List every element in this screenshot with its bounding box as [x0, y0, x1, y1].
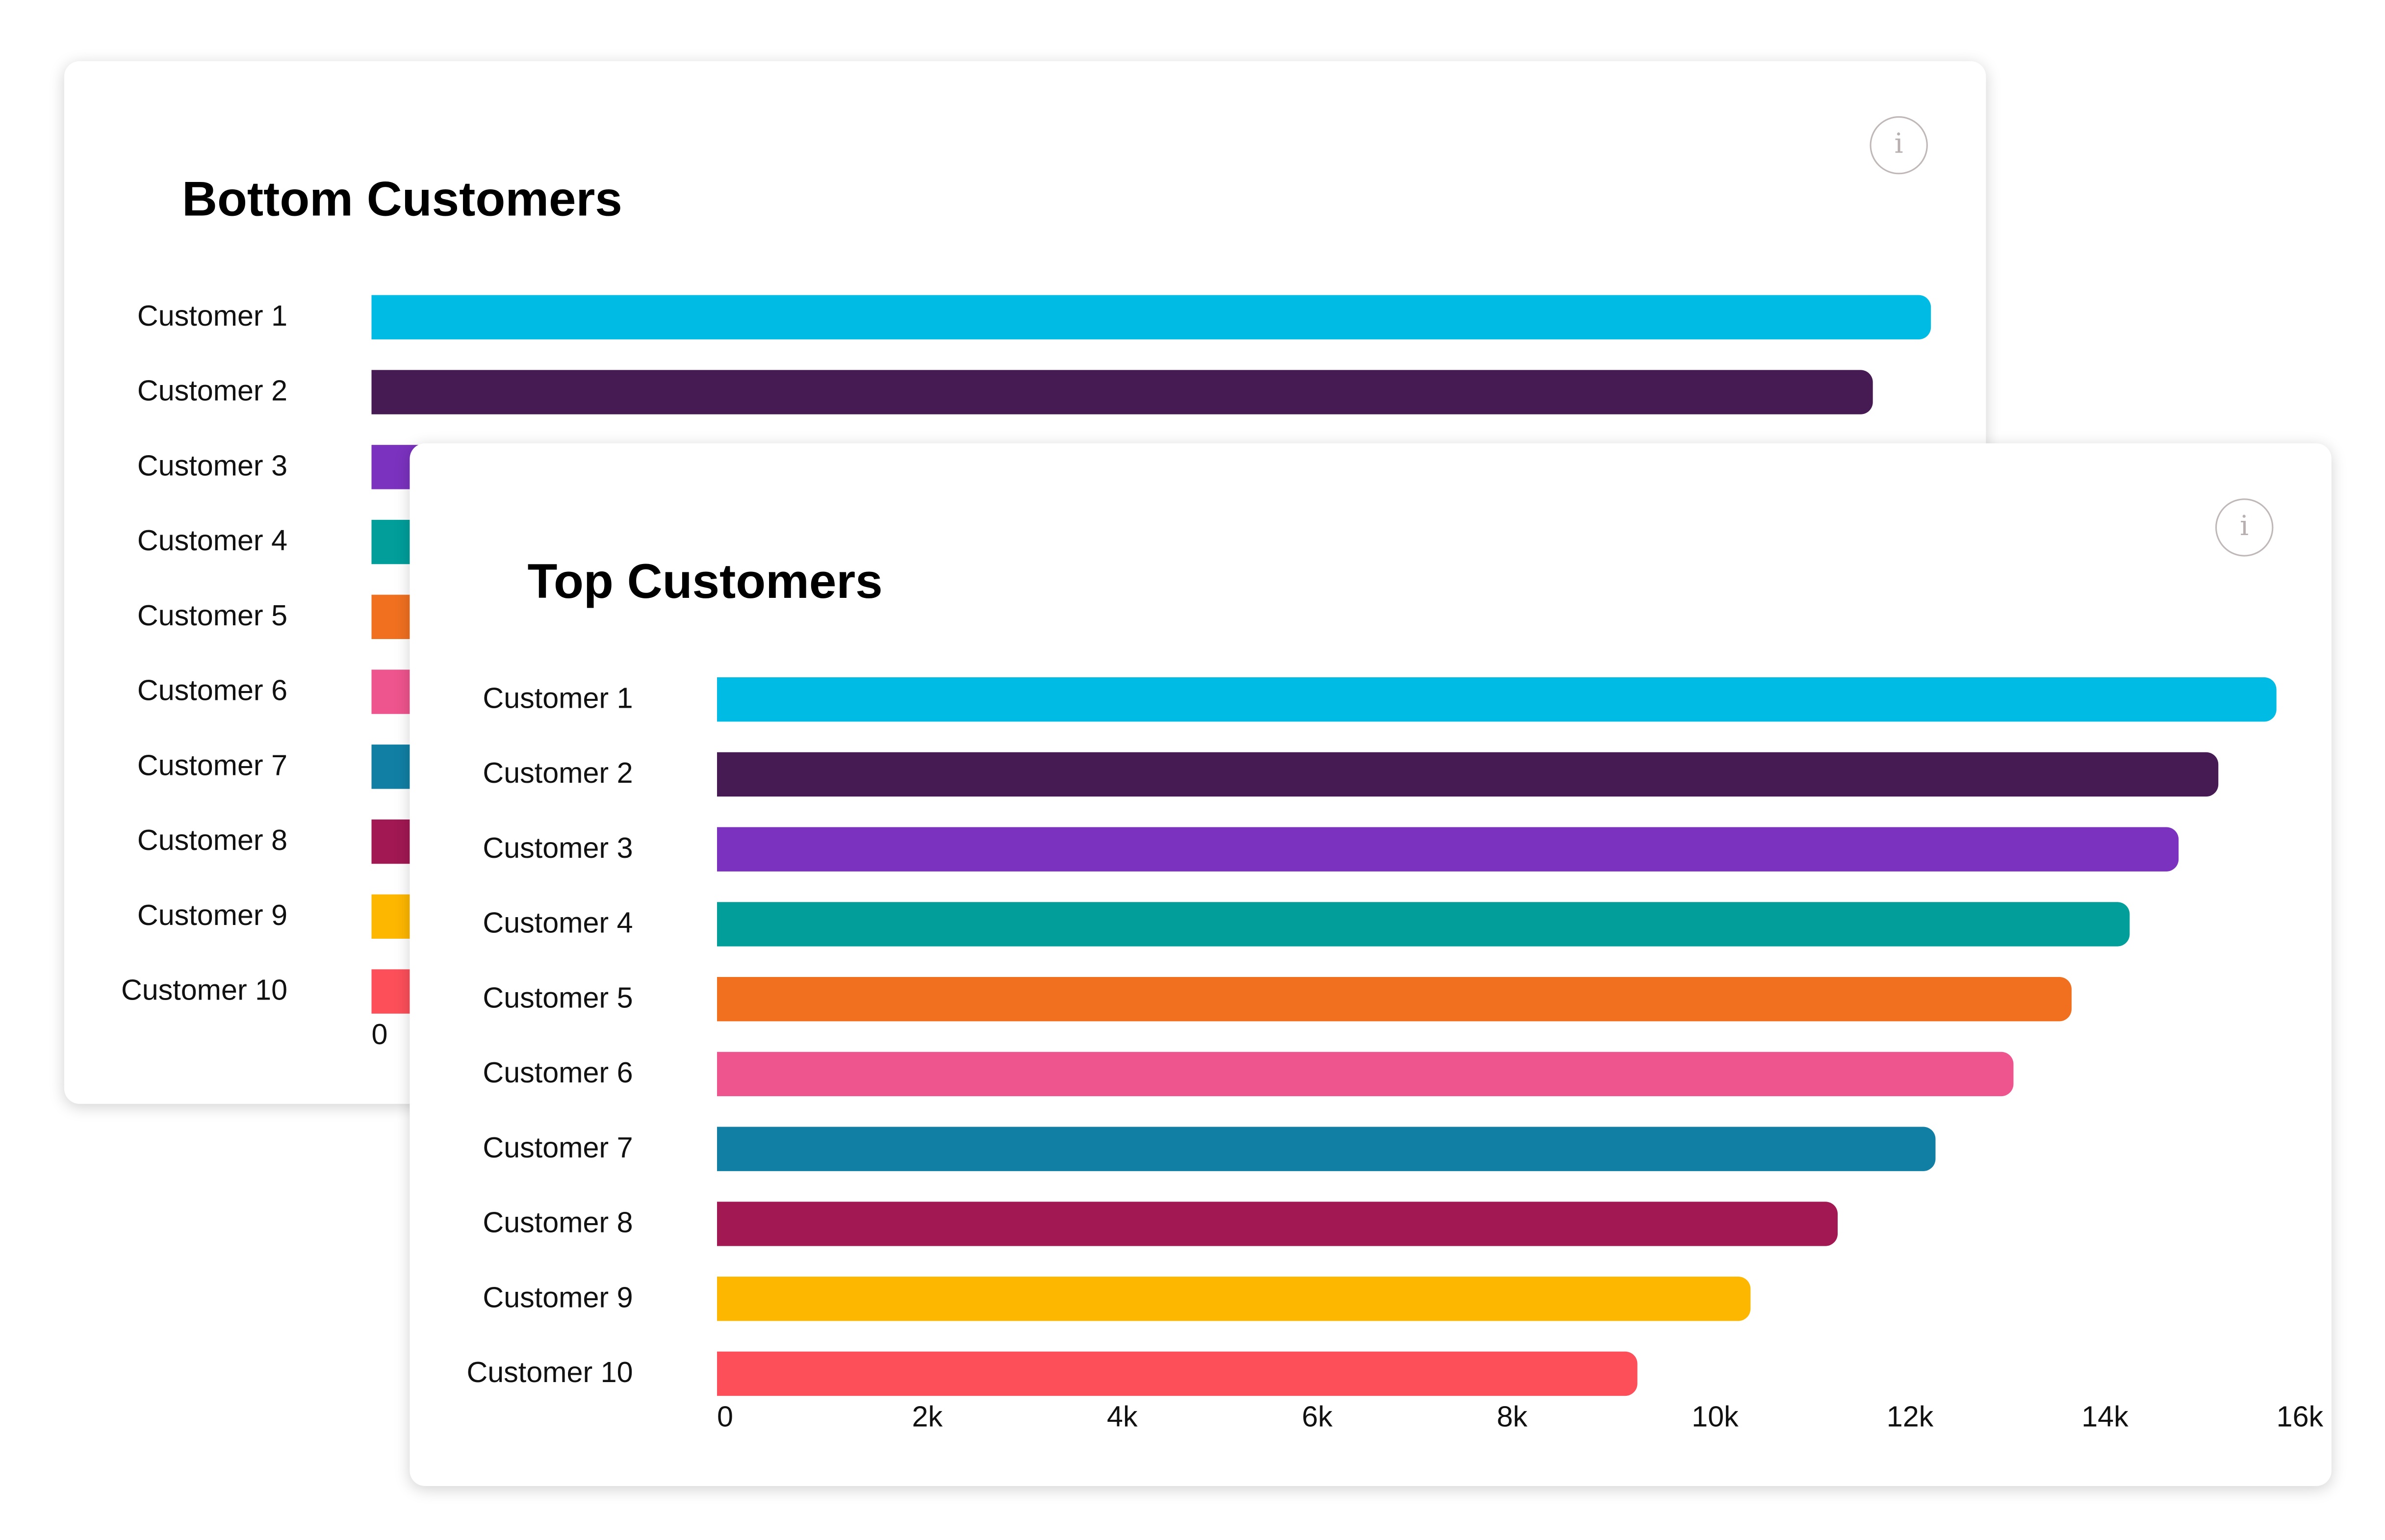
x-tick-label: 14k — [2081, 1402, 2129, 1435]
bar[interactable] — [717, 752, 2218, 797]
x-tick-label: 0 — [717, 1402, 733, 1435]
x-tick-label: 10k — [1692, 1402, 1739, 1435]
category-label: Customer 5 — [483, 983, 633, 1015]
bar[interactable] — [371, 370, 1872, 414]
bar[interactable] — [717, 976, 2072, 1022]
category-label: Customer 6 — [137, 675, 288, 708]
category-label: Customer 6 — [483, 1058, 633, 1090]
category-label: Customer 3 — [137, 451, 288, 484]
bar[interactable] — [717, 1052, 2014, 1097]
category-label: Customer 5 — [137, 601, 288, 633]
bar[interactable] — [371, 295, 1931, 340]
card-title: Top Customers — [527, 553, 883, 609]
x-tick-label: 0 — [371, 1020, 388, 1052]
category-label: Customer 4 — [483, 908, 633, 941]
x-tick-label: 8k — [1496, 1402, 1528, 1435]
top-customers-card: Top Customers i Customer 1 Customer 2 Cust… — [410, 443, 2332, 1487]
bar[interactable] — [717, 1202, 1838, 1246]
category-label: Customer 9 — [137, 900, 288, 933]
bar[interactable] — [717, 677, 2277, 722]
bar[interactable] — [717, 1276, 1750, 1321]
bar[interactable] — [717, 1127, 1936, 1171]
category-label: Customer 7 — [483, 1132, 633, 1165]
category-label: Customer 10 — [466, 1358, 633, 1390]
x-tick-label: 6k — [1302, 1402, 1333, 1435]
category-label: Customer 3 — [483, 833, 633, 866]
category-label: Customer 8 — [137, 825, 288, 858]
category-label: Customer 9 — [483, 1283, 633, 1315]
x-tick-label: 12k — [1886, 1402, 1934, 1435]
bar[interactable] — [717, 1351, 1638, 1396]
category-label: Customer 10 — [121, 975, 288, 1008]
category-label: Customer 7 — [137, 750, 288, 783]
info-icon[interactable]: i — [2215, 498, 2274, 557]
x-tick-label: 16k — [2276, 1402, 2324, 1435]
category-label: Customer 1 — [137, 301, 288, 334]
info-icon[interactable]: i — [1870, 116, 1928, 175]
x-tick-label: 2k — [912, 1402, 943, 1435]
card-title: Bottom Customers — [181, 171, 622, 227]
category-label: Customer 8 — [483, 1207, 633, 1240]
bar[interactable] — [717, 902, 2130, 947]
category-label: Customer 4 — [137, 526, 288, 558]
category-label: Customer 2 — [483, 758, 633, 791]
x-tick-label: 4k — [1106, 1402, 1138, 1435]
category-label: Customer 1 — [483, 683, 633, 716]
bar[interactable] — [717, 827, 2179, 872]
category-label: Customer 2 — [137, 376, 288, 409]
